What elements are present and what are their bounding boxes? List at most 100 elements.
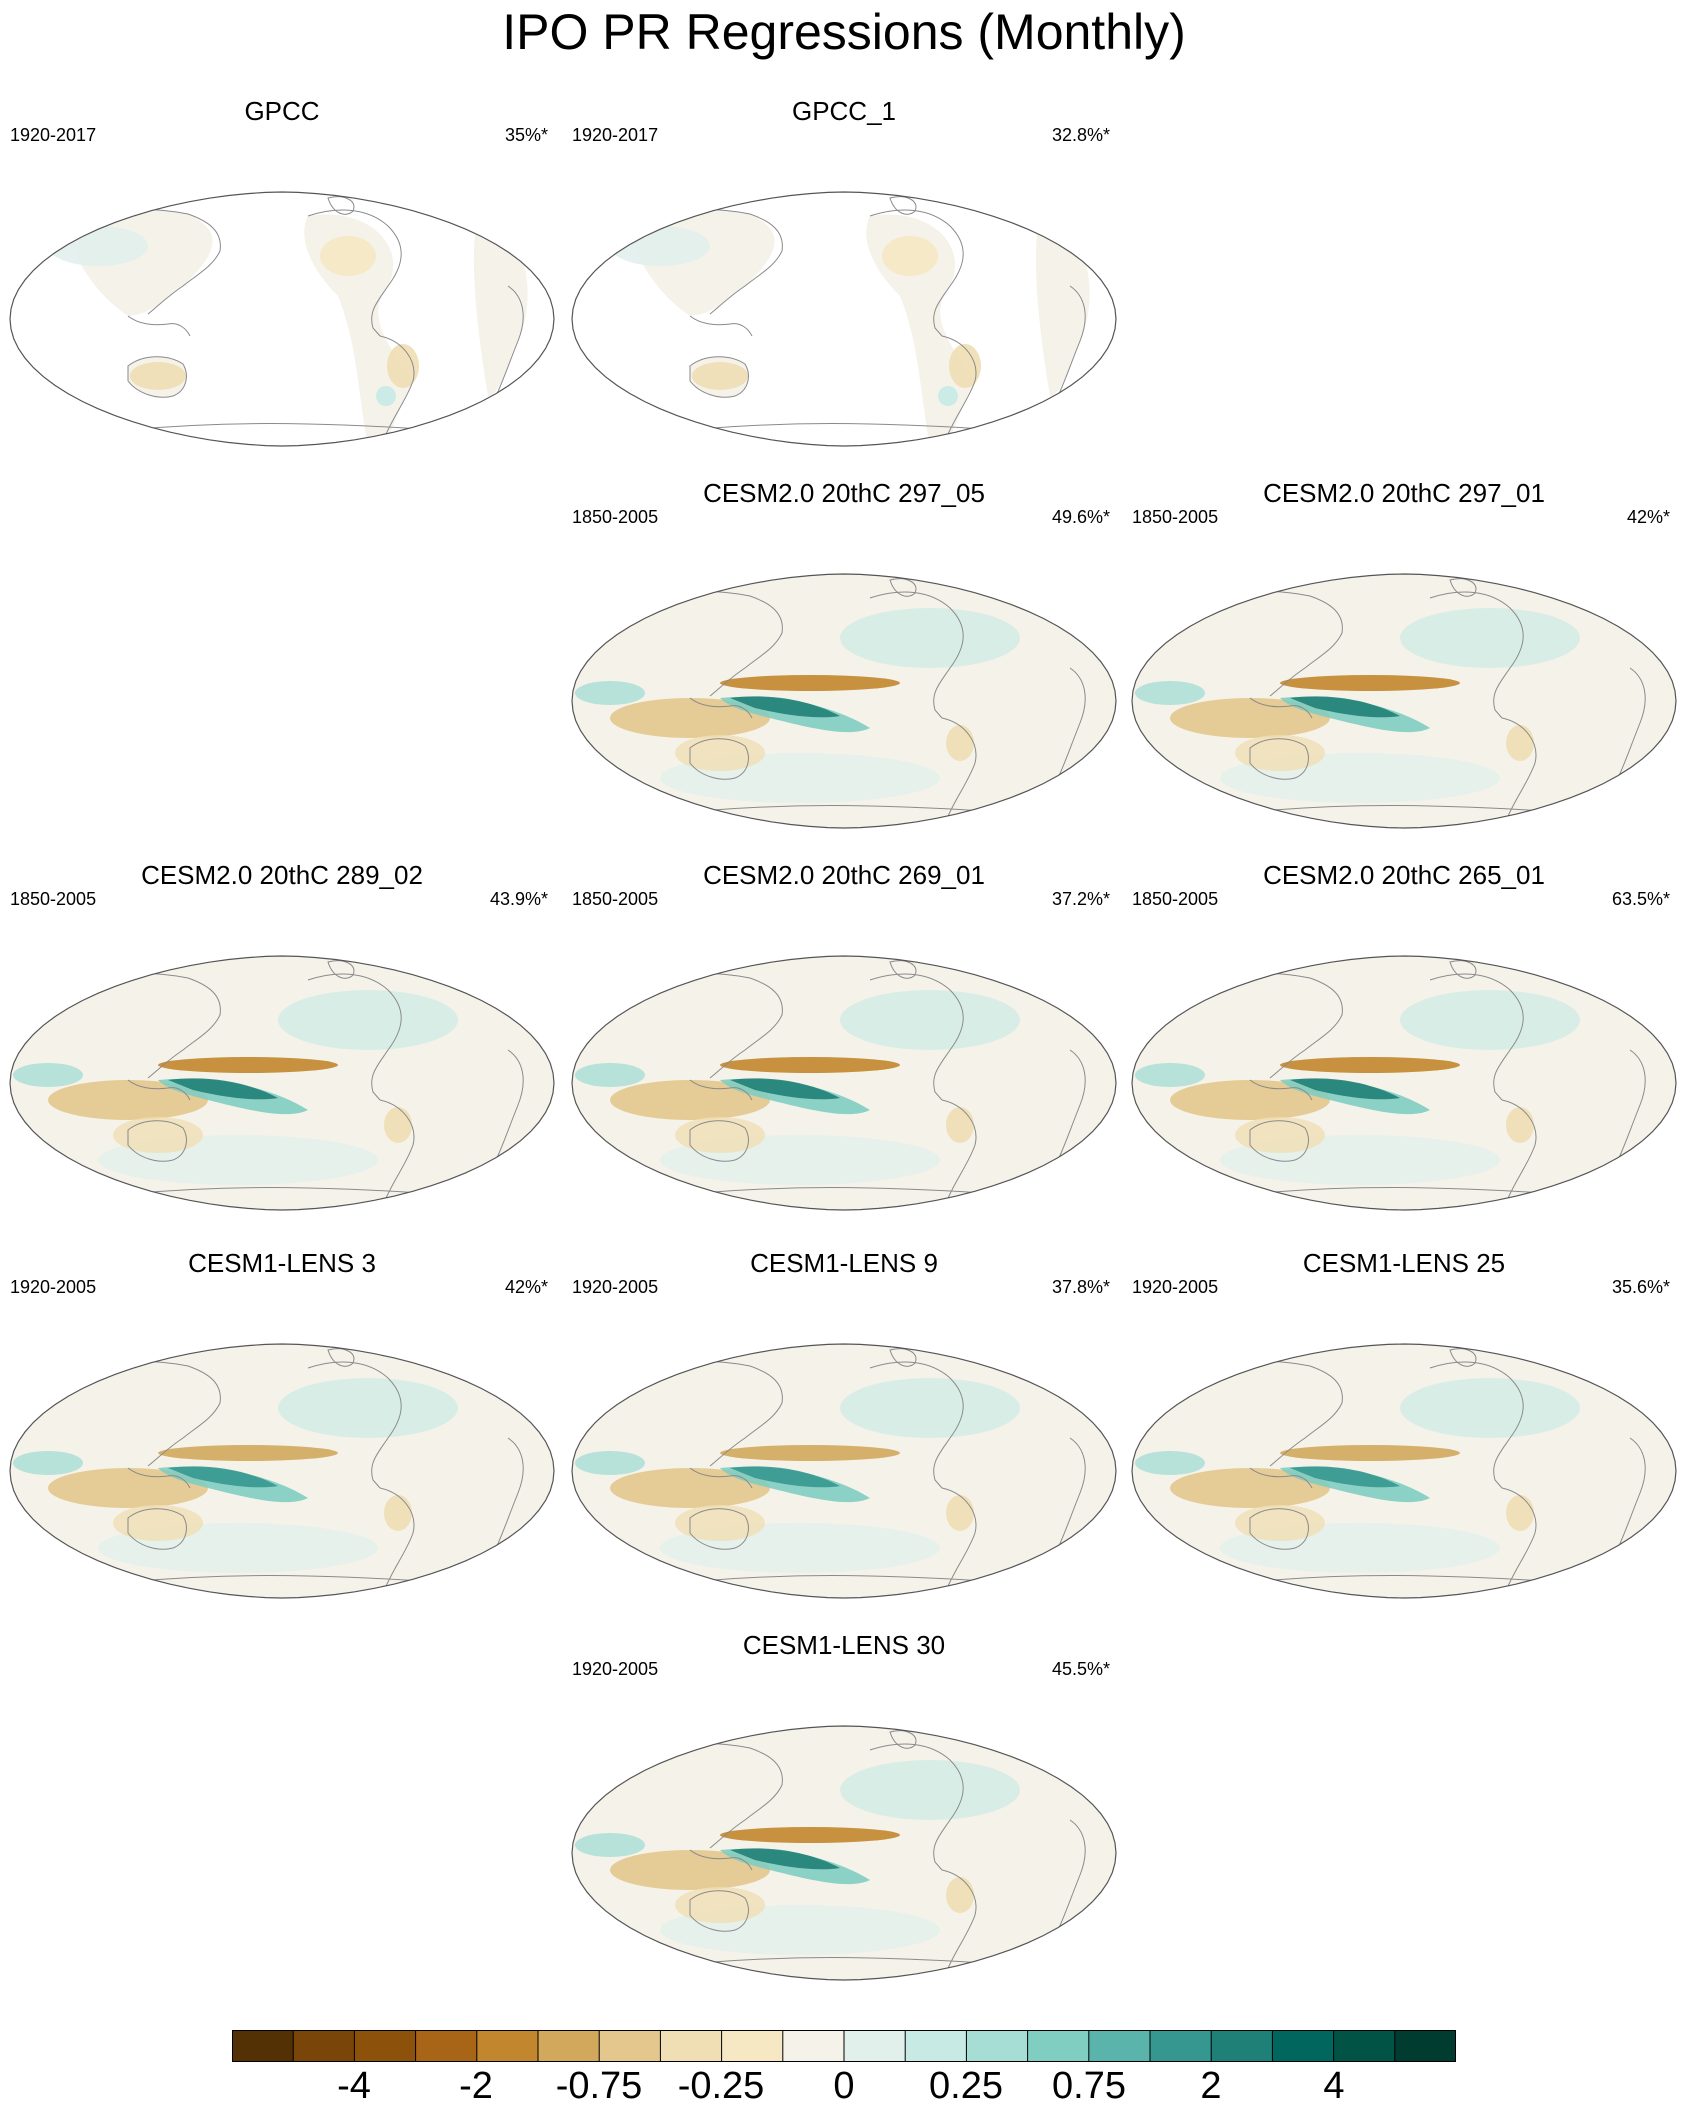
coastline-africa — [495, 285, 524, 397]
wet-anomaly-north-pacific — [278, 990, 458, 1050]
panel-title: CESM2.0 20thC 289_02 — [141, 860, 423, 890]
panel-title: CESM2.0 20thC 265_01 — [1263, 860, 1545, 890]
map-field — [10, 956, 554, 1210]
wet-anomaly-north-pacific — [840, 1760, 1020, 1820]
panel-period: 1850-2005 — [572, 507, 659, 527]
dry-anomaly-australia — [113, 1117, 203, 1153]
map-field — [572, 574, 1116, 828]
dry-anomaly-north-america — [320, 236, 376, 276]
colorbar-tick-label: -4 — [337, 2065, 371, 2107]
map-boundary — [1131, 955, 1677, 1211]
robinson-map — [571, 191, 1117, 447]
coastline-australia — [1249, 1508, 1309, 1550]
coastline-europe — [477, 978, 529, 1001]
dry-anomaly-itcz-north — [1280, 1057, 1460, 1073]
wet-anomaly-equatorial-pacific — [1290, 696, 1400, 718]
wet-anomaly-indian-ocean — [13, 1063, 83, 1087]
colorbar-frame — [232, 2030, 1456, 2062]
coastline-north-america — [1429, 591, 1524, 719]
dry-anomaly-maritime-continent — [48, 1468, 208, 1508]
coastline-south-america — [1499, 717, 1537, 828]
coastline-greenland — [1449, 1348, 1477, 1367]
map-panel-cesm1-lens-25: CESM1-LENS 25 1920-2005 35.6%* — [1130, 1248, 1678, 1616]
coastline-europe — [1039, 596, 1091, 619]
coastline-australia — [127, 1120, 187, 1162]
colorbar-box — [843, 2030, 907, 2062]
dry-anomaly-maritime-continent — [48, 1080, 208, 1120]
panel-percent: 42%* — [504, 1277, 548, 1297]
coastline-greenland — [889, 1348, 917, 1367]
map-field — [572, 1726, 1116, 1980]
coastline-south-america — [939, 1099, 977, 1210]
panel-percent: 35%* — [504, 125, 548, 145]
coastline-europe — [1599, 978, 1651, 1001]
robinson-map — [1131, 955, 1677, 1211]
coastline-maritime-continent — [689, 315, 753, 337]
dry-anomaly-maritime-continent — [1170, 1080, 1330, 1120]
wet-anomaly-asia — [610, 226, 710, 266]
robinson-map — [9, 955, 555, 1211]
wet-anomaly-indian-ocean — [575, 1063, 645, 1087]
colorbar-box — [965, 2030, 1029, 2062]
panel-period: 1920-2005 — [572, 1659, 659, 1679]
coastline-north-america — [1429, 973, 1524, 1101]
coastline-greenland — [889, 1730, 917, 1749]
wet-anomaly-equatorial-pacific — [730, 696, 840, 718]
coastline-maritime-continent — [689, 1849, 753, 1871]
coastline-south-america — [377, 335, 415, 446]
coastline-south-america — [939, 1869, 977, 1980]
map-boundary — [571, 191, 1117, 447]
dry-anomaly-australia — [113, 1505, 203, 1541]
wet-anomaly-equatorial-pacific — [168, 1078, 278, 1100]
map-boundary — [571, 1343, 1117, 1599]
coastline-australia — [1249, 738, 1309, 780]
coastline-south-america — [1499, 1487, 1537, 1598]
colorbar-tick-label: 0 — [833, 2065, 855, 2107]
coastline-north-america — [307, 209, 402, 337]
coastline-europe — [477, 214, 529, 237]
dry-anomaly-australia — [1235, 1505, 1325, 1541]
coastline-maritime-continent — [127, 1467, 191, 1489]
colorbar — [232, 2030, 1456, 2062]
coastline-south-america — [377, 1487, 415, 1598]
colorbar-box — [598, 2030, 662, 2062]
panel-percent: 63.5%* — [1611, 889, 1670, 909]
coastline-north-america — [869, 973, 964, 1101]
map-boundary — [1131, 1343, 1677, 1599]
coastline-africa — [1057, 1437, 1086, 1549]
map-panel-cesm1-lens-3: CESM1-LENS 3 1920-2005 42%* — [8, 1248, 556, 1616]
map-boundary — [571, 573, 1117, 829]
wet-anomaly-south-america — [376, 386, 396, 406]
panel-title: CESM2.0 20thC 269_01 — [703, 860, 985, 890]
map-boundary — [9, 955, 555, 1211]
colorbar-box — [292, 2030, 356, 2062]
wet-anomaly-equatorial-pacific — [168, 1466, 278, 1488]
panel-percent: 49.6%* — [1051, 507, 1110, 527]
dry-anomaly-maritime-continent — [610, 698, 770, 738]
panel-title: CESM1-LENS 3 — [188, 1248, 376, 1278]
wet-anomaly-indian-ocean — [1135, 681, 1205, 705]
wet-anomaly-equatorial-pacific — [1290, 1466, 1400, 1488]
coastline-europe — [1039, 1748, 1091, 1771]
coastline-greenland — [1449, 960, 1477, 979]
colorbar-tick-label: 4 — [1323, 2065, 1345, 2107]
coastline-africa — [1057, 1819, 1086, 1931]
coastline-maritime-continent — [127, 315, 191, 337]
coastline-australia — [689, 738, 749, 780]
robinson-map — [1131, 1343, 1677, 1599]
panel-percent: 32.8%* — [1051, 125, 1110, 145]
panel-title: GPCC — [244, 96, 320, 126]
dry-anomaly-south-america — [1506, 725, 1534, 761]
coastline-north-america — [869, 1743, 964, 1871]
coastline-australia — [689, 356, 749, 398]
coastline-maritime-continent — [1249, 1467, 1313, 1489]
map-panel-cesm2-297-01: CESM2.0 20thC 297_01 1850-2005 42%* — [1130, 478, 1678, 846]
coastline-australia — [689, 1120, 749, 1162]
coastline-south-america — [939, 1487, 977, 1598]
panel-title: GPCC_1 — [791, 96, 897, 126]
panel-percent: 45.5%* — [1051, 1659, 1110, 1679]
coastline-greenland — [327, 196, 355, 215]
robinson-map — [9, 191, 555, 447]
robinson-map — [571, 573, 1117, 829]
colorbar-tick-label: -2 — [459, 2065, 493, 2107]
